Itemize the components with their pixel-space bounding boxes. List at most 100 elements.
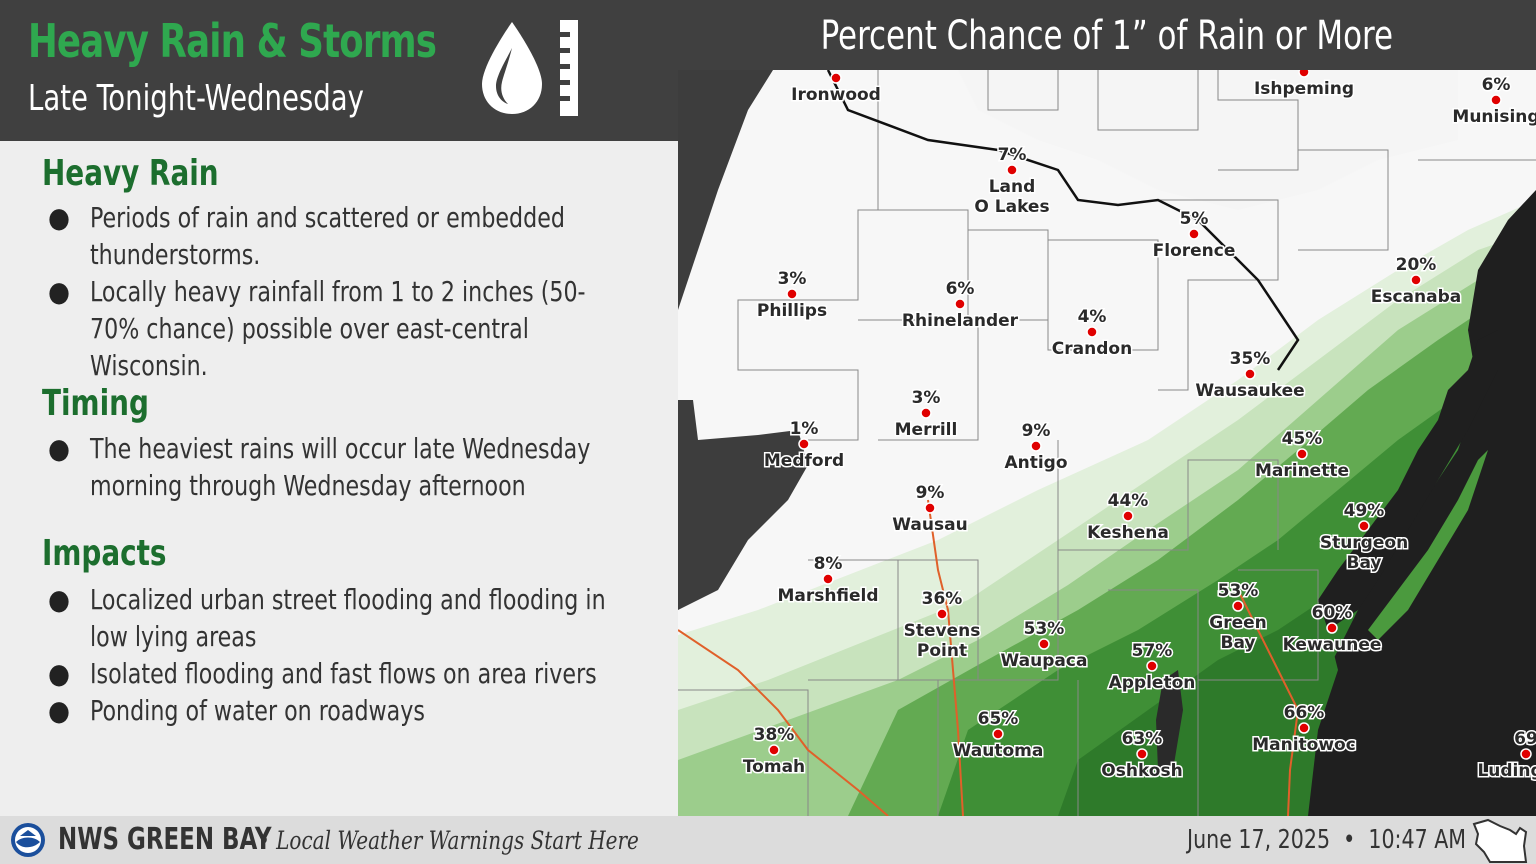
- city-name-label: Wausaukee: [1195, 381, 1304, 401]
- city-marker: 65% Wautoma: [951, 708, 1045, 763]
- datetime-separator: •: [1343, 825, 1356, 855]
- city-dot: [1244, 368, 1256, 380]
- bullet-dot: ●: [48, 201, 70, 234]
- city-name-label: Tomah: [743, 757, 805, 777]
- city-name-label: Oshkosh: [1101, 761, 1182, 781]
- city-marker: 3% Phillips: [755, 268, 828, 323]
- city-percent-label: 7%: [998, 145, 1027, 165]
- city-marker: 57% Appleton: [1107, 640, 1197, 695]
- city-marker: 6% Rhinelander: [900, 278, 1020, 333]
- city-percent-label: 44%: [1108, 491, 1149, 511]
- city-marker: 6% Munising: [1451, 74, 1536, 129]
- bullet-text: Periods of rain and scattered or embedde…: [90, 201, 565, 271]
- city-dot: [954, 298, 966, 310]
- wisconsin-outline-icon: [1472, 818, 1528, 863]
- map-canvas: Ironwood Ishpeming 6% Munising 7% Land O Lakes…: [678, 70, 1536, 816]
- city-percent-label: 5%: [1180, 209, 1209, 229]
- city-name-label: Rhinelander: [902, 311, 1019, 331]
- city-marker: 36% Stevens Point: [902, 588, 982, 663]
- city-marker: 9% Wausau: [891, 482, 969, 537]
- city-marker: 5% Florence: [1151, 208, 1237, 263]
- city-dot: [1410, 274, 1422, 286]
- city-marker: 9% Antigo: [1003, 420, 1069, 475]
- bullet-text: The heaviest rains will occur late Wedne…: [90, 432, 591, 502]
- city-percent-label: 35%: [1230, 349, 1271, 369]
- city-marker: 45% Marinette: [1253, 428, 1350, 483]
- city-marker: 35% Wausaukee: [1194, 348, 1306, 403]
- city-name-label: Munising: [1452, 107, 1536, 127]
- city-marker: 7% Land O Lakes: [973, 144, 1051, 219]
- bullet-dot: ●: [48, 275, 70, 308]
- city-name-label: Stevens Point: [904, 621, 981, 661]
- city-name-label: Ishpeming: [1254, 79, 1354, 99]
- city-dot: [920, 407, 932, 419]
- city-percent-label: 53%: [1024, 619, 1065, 639]
- city-marker: 53% Green Bay: [1208, 580, 1269, 655]
- city-name-label: Crandon: [1052, 339, 1132, 359]
- city-marker: 38% Tomah: [741, 724, 806, 779]
- city-percent-label: 9%: [916, 483, 945, 503]
- city-percent-label: 9%: [1022, 421, 1051, 441]
- city-name-label: Appleton: [1109, 673, 1196, 693]
- city-percent-label: 49%: [1344, 501, 1385, 521]
- city-name-label: Ironwood: [791, 85, 881, 105]
- city-percent-label: 45%: [1282, 429, 1323, 449]
- city-dot: [768, 744, 780, 756]
- bullet-text: Locally heavy rainfall from 1 to 2 inche…: [90, 275, 586, 382]
- page-title: Heavy Rain & Storms: [28, 14, 437, 68]
- city-dot: [1490, 94, 1502, 106]
- city-marker: 3% Merrill: [893, 387, 959, 442]
- city-dot: [822, 573, 834, 585]
- bullet-dot: ●: [48, 657, 70, 690]
- city-marker: 66% Manitowoc: [1251, 702, 1358, 757]
- bullet-text: Localized urban street flooding and floo…: [90, 583, 606, 653]
- city-marker: 69 Ludington: [1476, 728, 1536, 783]
- city-name-label: Wausau: [892, 515, 967, 535]
- city-marker: 20% Escanaba: [1369, 254, 1463, 309]
- bullet-text: Ponding of water on roadways: [90, 694, 425, 727]
- city-dot: [1006, 164, 1018, 176]
- city-marker: 44% Keshena: [1086, 490, 1171, 545]
- city-percent-label: 4%: [1078, 307, 1107, 327]
- city-dot: [1038, 638, 1050, 650]
- issued-date: June 17, 2025: [1186, 825, 1330, 855]
- city-dot: [936, 608, 948, 620]
- city-marker: 49% Sturgeon Bay: [1318, 500, 1409, 575]
- city-dot: [924, 502, 936, 514]
- city-marker: 4% Crandon: [1050, 306, 1133, 361]
- city-percent-label: 36%: [922, 589, 963, 609]
- noaa-logo-icon: [11, 823, 45, 857]
- city-name-label: Marinette: [1255, 461, 1349, 481]
- city-name-label: Sturgeon Bay: [1320, 533, 1408, 573]
- city-dot: [830, 72, 842, 84]
- city-name-label: Land O Lakes: [974, 177, 1049, 217]
- footer-tagline: • Local Weather Warnings Start Here: [258, 826, 639, 855]
- footer-bar: NWS GREEN BAY • Local Weather Warnings S…: [0, 816, 1536, 864]
- city-name-label: Keshena: [1087, 523, 1169, 543]
- city-dot: [1358, 520, 1370, 532]
- city-dot: [1232, 600, 1244, 612]
- bullet-dot: ●: [48, 432, 70, 465]
- section-heading-impacts: Impacts: [42, 533, 167, 574]
- city-dot: [1298, 722, 1310, 734]
- city-dot: [1086, 326, 1098, 338]
- rain-gauge-icon: [482, 20, 578, 116]
- city-percent-label: 20%: [1396, 255, 1437, 275]
- city-percent-label: 60%: [1312, 603, 1353, 623]
- info-panel: Heavy Rain ● Periods of rain and scatter…: [0, 141, 678, 816]
- header-panel: Heavy Rain & Storms Late Tonight-Wednesd…: [0, 0, 678, 141]
- bullet-dot: ●: [48, 583, 70, 616]
- city-marker: 53% Waupaca: [999, 618, 1089, 673]
- city-dot: [786, 288, 798, 300]
- city-marker: 8% Marshfield: [776, 553, 880, 608]
- city-percent-label: 65%: [978, 709, 1019, 729]
- city-name-label: Waupaca: [1001, 651, 1088, 671]
- city-marker: 1% Medford: [762, 418, 845, 473]
- section-heading-timing: Timing: [42, 383, 149, 424]
- city-dot: [798, 438, 810, 450]
- city-name-label: Marshfield: [777, 586, 878, 606]
- city-percent-label: 38%: [754, 725, 795, 745]
- city-percent-label: 53%: [1218, 581, 1259, 601]
- bullet-text: Isolated flooding and fast flows on area…: [90, 657, 597, 690]
- page-subtitle: Late Tonight-Wednesday: [28, 78, 364, 119]
